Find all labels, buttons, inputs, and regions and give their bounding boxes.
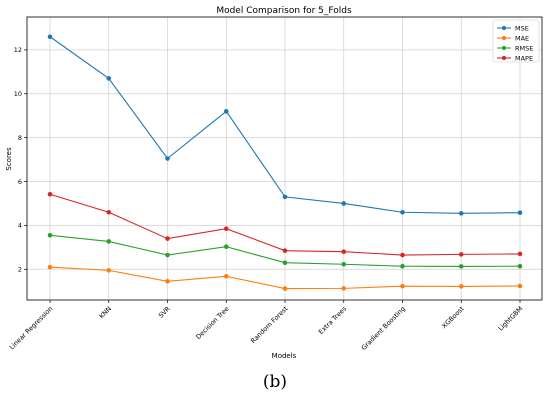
legend-marker: [501, 55, 507, 61]
x-tick-label: Extra Trees: [317, 304, 349, 336]
data-point-mae: [223, 274, 229, 279]
data-point-rmse: [282, 260, 288, 266]
data-point-mse: [165, 156, 170, 161]
data-point-mape: [47, 191, 53, 197]
data-point-mape: [458, 252, 464, 257]
data-point-mae: [282, 286, 288, 291]
legend-item-mse: MSE: [497, 24, 529, 32]
data-point-mape: [165, 236, 170, 241]
data-point-mae: [400, 283, 405, 289]
data-point-rmse: [517, 263, 523, 269]
data-point-mape: [517, 251, 523, 257]
legend-label: MAPE: [515, 54, 533, 62]
data-point-rmse: [223, 244, 229, 249]
figure-caption: (b): [262, 372, 288, 392]
data-point-mse: [517, 210, 523, 215]
x-tick-label: KNN: [98, 305, 114, 321]
data-point-mse: [106, 76, 112, 81]
legend: MSE MAE RMSE MAPE: [492, 19, 540, 63]
legend-marker: [501, 25, 507, 31]
data-point-mse: [223, 109, 229, 114]
x-tick-label: XGBoost: [440, 304, 466, 330]
data-point-mse: [341, 201, 347, 206]
x-axis-ticks: Linear Regression KNN SVR Decision Tree Rand…: [8, 300, 525, 352]
x-axis-label: Models: [272, 352, 297, 360]
legend-label: RMSE: [515, 44, 533, 52]
y-axis-label: Scores: [5, 147, 13, 171]
data-point-mae: [517, 283, 523, 289]
data-point-rmse: [165, 252, 170, 258]
y-tick-label: 10: [14, 90, 22, 98]
chart-title: Model Comparison for 5_Folds: [216, 6, 352, 16]
y-tick-label: 12: [14, 46, 22, 54]
x-tick-label: SVR: [157, 304, 172, 319]
data-point-mape: [223, 226, 229, 232]
data-point-mse: [47, 34, 53, 40]
data-point-mape: [106, 209, 112, 215]
y-tick-label: 8: [18, 134, 22, 142]
y-tick-label: 4: [18, 222, 22, 230]
y-tick-label: 2: [18, 266, 22, 274]
legend-label: MSE: [515, 24, 529, 32]
legend-marker: [501, 45, 507, 51]
y-axis-ticks: 2 4 6 8 10 12: [14, 46, 27, 274]
data-point-mape: [282, 248, 288, 253]
data-point-mae: [106, 268, 112, 273]
data-point-rmse: [106, 239, 112, 244]
legend-item-rmse: RMSE: [497, 44, 533, 52]
legend-marker: [501, 35, 507, 41]
grid-lines: [27, 17, 542, 300]
data-point-rmse: [458, 264, 464, 269]
legend-label: MAE: [515, 34, 529, 42]
y-tick-label: 6: [18, 178, 22, 186]
data-point-mae: [47, 264, 53, 270]
plot-frame: [26, 16, 543, 301]
x-tick-label: Random Forest: [249, 304, 290, 345]
legend-item-mae: MAE: [497, 34, 529, 42]
data-point-mape: [341, 249, 347, 255]
legend-item-mape: MAPE: [497, 54, 533, 62]
x-tick-label: Gradient Boosting: [360, 305, 407, 352]
x-tick-label: Linear Regression: [8, 305, 55, 352]
data-point-mse: [282, 194, 288, 200]
data-point-mse: [458, 211, 464, 216]
data-point-mae: [341, 286, 347, 291]
data-point-mape: [400, 252, 405, 258]
x-tick-label: Decision Tree: [194, 305, 230, 341]
data-point-mae: [165, 279, 170, 284]
series-lines: [47, 34, 523, 291]
data-point-mse: [400, 209, 405, 215]
data-point-rmse: [47, 232, 53, 238]
legend-box: [492, 19, 540, 63]
data-point-rmse: [400, 263, 405, 269]
data-point-rmse: [341, 261, 347, 267]
data-point-mae: [458, 284, 464, 289]
x-tick-label: LightGBM: [497, 305, 525, 333]
